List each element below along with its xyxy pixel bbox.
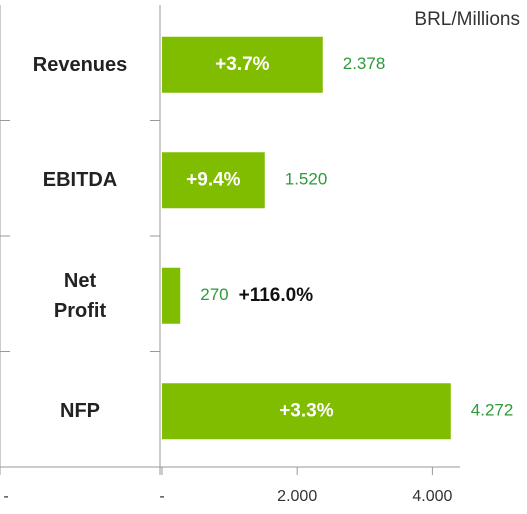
value-label: 4.272 bbox=[471, 401, 514, 420]
change-label: +3.7% bbox=[215, 54, 270, 75]
value-label: 270 bbox=[200, 285, 228, 304]
bar bbox=[162, 152, 265, 209]
bar bbox=[162, 383, 451, 440]
category-label: Revenues bbox=[32, 53, 128, 76]
change-label: +9.4% bbox=[186, 169, 241, 190]
x-tick-label: 4.000 bbox=[412, 488, 452, 505]
value-label: 2.378 bbox=[343, 54, 386, 73]
left-axis-label: - bbox=[3, 488, 8, 505]
value-label: 1.520 bbox=[285, 170, 328, 189]
unit-label: BRL/Millions bbox=[414, 9, 520, 30]
category-label: EBITDA bbox=[42, 169, 118, 192]
bar bbox=[162, 267, 181, 324]
category-label: Net Profit bbox=[53, 269, 107, 322]
category-label: NFP bbox=[60, 400, 100, 423]
x-tick-label: 2.000 bbox=[277, 488, 317, 505]
bar bbox=[162, 36, 323, 93]
change-label: +3.3% bbox=[279, 400, 334, 421]
change-label: +116.0% bbox=[239, 285, 314, 306]
x-tick-label: - bbox=[159, 488, 164, 505]
